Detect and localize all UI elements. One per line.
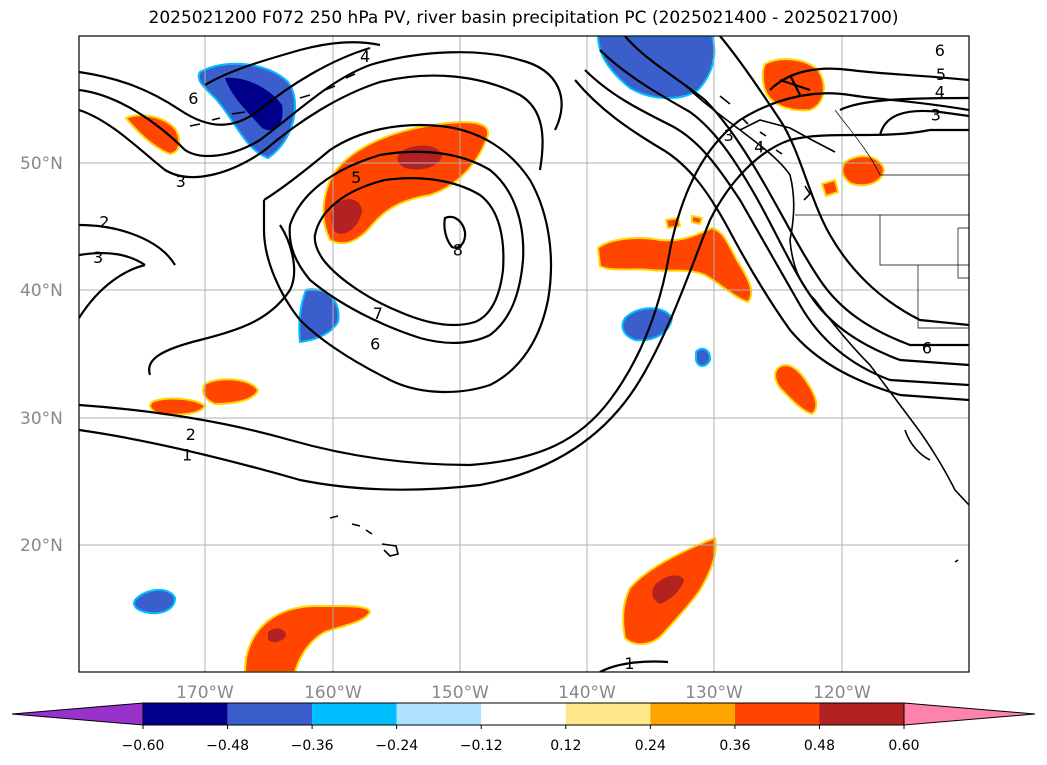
colorbar-segment xyxy=(650,703,735,725)
latitude-labels: 50°N 40°N 30°N 20°N xyxy=(20,154,63,556)
positive-anomaly-region xyxy=(124,114,181,156)
positive-anomaly-region xyxy=(322,121,490,245)
contour-label: 3 xyxy=(93,248,103,267)
positive-anomaly-region xyxy=(596,226,753,304)
lon-label-160w: 160°W xyxy=(304,683,362,703)
strong-positive-core xyxy=(652,575,684,604)
colorbar-tick-label: −0.60 xyxy=(122,738,165,754)
colorbar-tick-label: 0.60 xyxy=(888,738,919,754)
contour-label: 7 xyxy=(373,304,383,323)
gridlines xyxy=(79,36,969,672)
contour-label: 3 xyxy=(176,172,186,191)
contour-label: 3 xyxy=(931,106,941,125)
colorbar-frame xyxy=(142,702,905,726)
colorbar-tick-label: 0.48 xyxy=(804,738,835,754)
longitude-labels: 170°W 160°W 150°W 140°W 130°W 120°W xyxy=(176,683,871,703)
lat-label-50n: 50°N xyxy=(20,154,63,174)
lon-label-120w: 120°W xyxy=(813,683,871,703)
contour-label: 1 xyxy=(624,654,634,673)
contour-label: 6 xyxy=(922,338,932,357)
positive-anomaly-region xyxy=(243,604,372,672)
contour-label: 2 xyxy=(99,213,109,232)
lon-label-130w: 130°W xyxy=(685,683,743,703)
strong-positive-core xyxy=(268,628,286,643)
contour-label: 5 xyxy=(351,168,361,187)
colorbar-extend-high xyxy=(903,702,1036,726)
lon-label-140w: 140°W xyxy=(558,683,616,703)
positive-anomaly-region xyxy=(149,397,207,416)
colorbar-tick-label: −0.24 xyxy=(375,738,418,754)
pv-contours xyxy=(79,36,969,672)
colorbar-tick-label: 0.36 xyxy=(719,738,750,754)
lon-label-170w: 170°W xyxy=(176,683,234,703)
colorbar-segment xyxy=(734,703,820,725)
positive-anomaly-region xyxy=(691,214,704,226)
lat-label-30n: 30°N xyxy=(20,409,63,429)
colorbar-tick-label: 0.12 xyxy=(550,738,581,754)
colorbar-ticks: −0.60 −0.48 −0.36 −0.24 −0.12 0.12 0.24 0.36 0.4… xyxy=(122,725,920,754)
colorbar-tick-label: 0.24 xyxy=(635,738,666,754)
positive-anomaly-region xyxy=(774,364,818,416)
negative-anomaly-region xyxy=(621,307,674,342)
map-frame xyxy=(78,35,970,673)
lat-label-20n: 20°N xyxy=(20,536,63,556)
colorbar-extend-low xyxy=(11,702,144,726)
negative-anomaly-region xyxy=(695,347,712,367)
strong-positive-core xyxy=(331,199,362,234)
colorbar-segment xyxy=(565,703,651,725)
contour-label: 5 xyxy=(936,65,946,84)
contour-label: 2 xyxy=(186,425,196,444)
colorbar-tick-label: −0.36 xyxy=(291,738,334,754)
positive-anomaly-region xyxy=(202,378,260,406)
colorbar-tick-label: −0.12 xyxy=(460,738,503,754)
strong-negative-core xyxy=(225,77,283,131)
borders xyxy=(795,109,969,329)
colorbar-segments xyxy=(143,703,904,725)
colorbar-segment xyxy=(481,703,566,725)
colorbar: −0.60 −0.48 −0.36 −0.24 −0.12 0.12 0.24 0.36 0.4… xyxy=(11,702,1036,754)
contour-label: 3 xyxy=(724,126,734,145)
contour-label: 6 xyxy=(935,41,945,60)
colorbar-tick-label: −0.48 xyxy=(206,738,249,754)
contour-label: 6 xyxy=(188,89,198,108)
precip-shading xyxy=(124,36,886,672)
contour-label: 4 xyxy=(754,137,764,156)
contour-label: 4 xyxy=(360,47,370,66)
lon-label-150w: 150°W xyxy=(431,683,489,703)
colorbar-segment xyxy=(396,703,482,725)
lat-label-40n: 40°N xyxy=(20,281,63,301)
contour-label: 8 xyxy=(453,241,463,260)
contour-label: 6 xyxy=(370,335,380,354)
colorbar-segment xyxy=(143,703,228,725)
map-background xyxy=(79,36,969,672)
colorbar-segment xyxy=(819,703,904,725)
contour-label: 1 xyxy=(182,445,192,464)
contour-label: 4 xyxy=(935,83,945,102)
negative-anomaly-region xyxy=(133,589,177,615)
map-title: 2025021200 F072 250 hPa PV, river basin … xyxy=(148,8,899,28)
colorbar-segment xyxy=(312,703,397,725)
colorbar-segment xyxy=(227,703,313,725)
positive-anomaly-region xyxy=(820,178,840,198)
